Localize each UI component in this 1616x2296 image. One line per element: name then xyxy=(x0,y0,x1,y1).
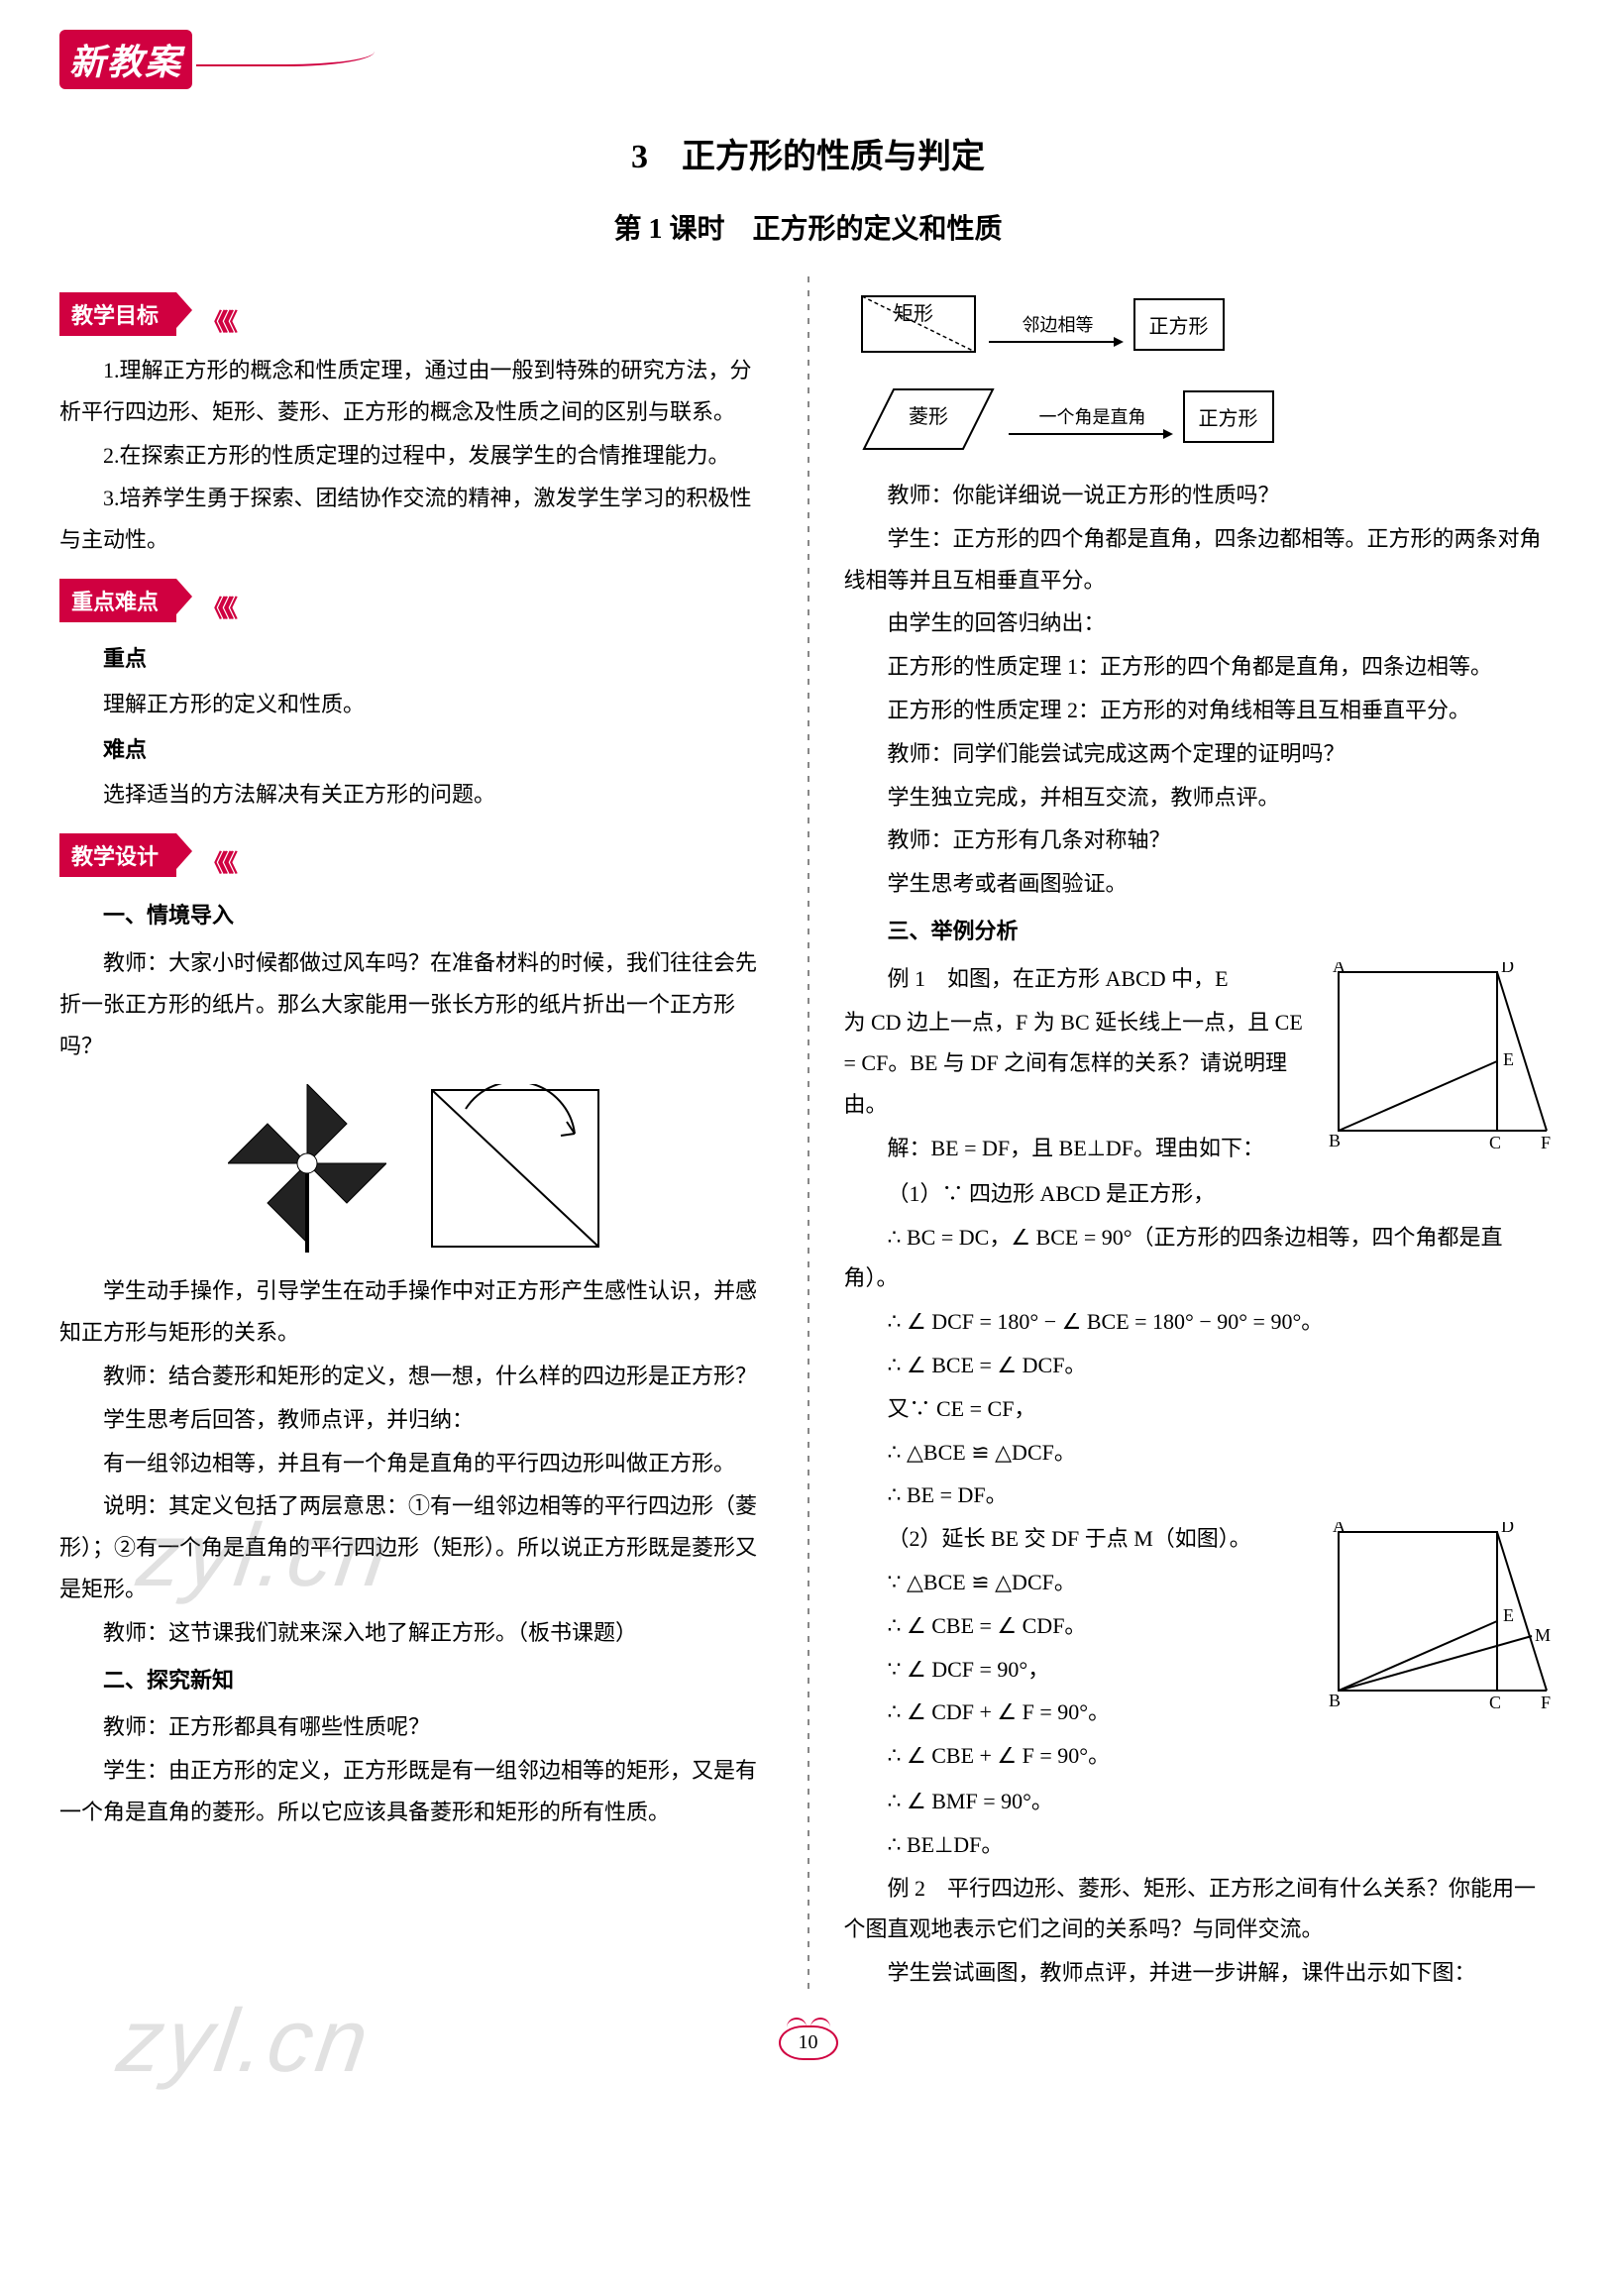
objectives-heading: 教学目标 xyxy=(59,292,176,336)
page-number: 10 xyxy=(59,2025,1557,2060)
s1-p6: 说明：其定义包括了两层意思：①有一组邻边相等的平行四边形（菱形）；②有一个角是直… xyxy=(59,1485,773,1609)
svg-text:F: F xyxy=(1541,1133,1551,1152)
arrow-label-2: 一个角是直角 xyxy=(1009,403,1177,429)
objective-2: 2.在探索正方形的性质定理的过程中，发展学生的合情推理能力。 xyxy=(59,435,773,477)
s2-p2: 学生：由正方形的定义，正方形既是有一组邻边相等的矩形，又是有一个角是直角的菱形。… xyxy=(59,1750,773,1833)
proof-l3: ∴ ∠ DCF = 180° − ∠ BCE = 180° − 90° = 90… xyxy=(844,1301,1558,1343)
pinwheel-diagram xyxy=(59,1084,773,1253)
svg-text:D: D xyxy=(1501,962,1514,976)
left-column: 教学目标 《《《 1.理解正方形的概念和性质定理，通过由一般到特殊的研究方法，分… xyxy=(59,276,773,1996)
right-column: 矩形 邻边相等 正方形 菱形 一个角是直角 正方形 教师：你能详细说一说正方形的… xyxy=(844,276,1558,1996)
design-heading-row: 教学设计 《《《 xyxy=(59,818,773,889)
proof-l15: ∴ BE⊥DF。 xyxy=(844,1824,1558,1866)
logo-decor xyxy=(196,37,375,66)
ex2: 例 2 平行四边形、菱形、矩形、正方形之间有什么关系？你能用一个图直观地表示它们… xyxy=(844,1868,1558,1951)
svg-text:菱形: 菱形 xyxy=(909,405,948,428)
target-box-2: 正方形 xyxy=(1183,390,1274,443)
objective-1: 1.理解正方形的概念和性质定理，通过由一般到特殊的研究方法，分析平行四边形、矩形… xyxy=(59,350,773,433)
sub-title: 第 1 课时 正方形的定义和性质 xyxy=(59,207,1557,247)
keypoints-heading-row: 重点难点 《《《 xyxy=(59,563,773,634)
proof-l5: 又∵ CE = CF， xyxy=(844,1388,1558,1430)
svg-text:D: D xyxy=(1501,1522,1514,1536)
proof-l13: ∴ ∠ CBE + ∠ F = 90°。 xyxy=(844,1735,1558,1777)
page-number-value: 10 xyxy=(779,2025,838,2060)
nd-label: 难点 xyxy=(59,729,773,771)
proof-l1: （1）∵ 四边形 ABCD 是正方形， xyxy=(844,1173,1558,1215)
subsection-2-title: 二、探究新知 xyxy=(59,1660,773,1701)
svg-text:C: C xyxy=(1489,1693,1501,1712)
svg-text:矩形: 矩形 xyxy=(894,302,933,325)
proof-l4: ∴ ∠ BCE = ∠ DCF。 xyxy=(844,1345,1558,1386)
chevron-icon: 《《《 xyxy=(202,302,232,337)
example1-diagram: A D B C F E xyxy=(1329,962,1557,1160)
header-logo: 新教案 xyxy=(59,30,1557,109)
nd-text: 选择适当的方法解决有关正方形的问题。 xyxy=(59,774,773,816)
subsection-3-title: 三、举例分析 xyxy=(844,911,1558,952)
keypoints-heading: 重点难点 xyxy=(59,579,176,622)
r-p2: 学生：正方形的四个角都是直角，四条边都相等。正方形的两条对角线相等并且互相垂直平… xyxy=(844,518,1558,601)
chevron-icon: 《《《 xyxy=(202,843,232,878)
flowchart-diagram: 矩形 邻边相等 正方形 菱形 一个角是直角 正方形 xyxy=(854,284,1558,461)
r-p6: 教师：同学们能尝试完成这两个定理的证明吗？ xyxy=(844,733,1558,775)
svg-text:F: F xyxy=(1541,1693,1551,1712)
svg-text:B: B xyxy=(1329,1691,1341,1710)
proof-l6: ∴ △BCE ≌ △DCF。 xyxy=(844,1432,1558,1474)
proof-l14: ∴ ∠ BMF = 90°。 xyxy=(844,1781,1558,1822)
svg-text:A: A xyxy=(1333,1522,1346,1536)
s2-p1: 教师：正方形都具有哪些性质呢？ xyxy=(59,1706,773,1748)
ex2b: 学生尝试画图，教师点评，并进一步讲解，课件出示如下图： xyxy=(844,1952,1558,1994)
design-heading: 教学设计 xyxy=(59,833,176,877)
zd-text: 理解正方形的定义和性质。 xyxy=(59,684,773,725)
objective-3: 3.培养学生勇于探索、团结协作交流的精神，激发学生学习的积极性与主动性。 xyxy=(59,478,773,561)
example1b-diagram: A D B C F E M xyxy=(1329,1522,1557,1720)
r-p8: 教师：正方形有几条对称轴？ xyxy=(844,820,1558,861)
s1-p5: 有一组邻边相等，并且有一个角是直角的平行四边形叫做正方形。 xyxy=(59,1443,773,1484)
r-p3: 由学生的回答归纳出： xyxy=(844,602,1558,644)
proof-l2: ∴ BC = DC，∠ BCE = 90°（正方形的四条边相等，四个角都是直角）… xyxy=(844,1217,1558,1300)
s1-p1: 教师：大家小时候都做过风车吗？在准备材料的时候，我们往往会先折一张正方形的纸片。… xyxy=(59,942,773,1066)
r-p7: 学生独立完成，并相互交流，教师点评。 xyxy=(844,777,1558,819)
svg-text:C: C xyxy=(1489,1133,1501,1152)
subsection-1-title: 一、情境导入 xyxy=(59,895,773,936)
zd-label: 重点 xyxy=(59,638,773,680)
rhombus-shape-icon: 菱形 xyxy=(854,372,1003,461)
proof-l7: ∴ BE = DF。 xyxy=(844,1475,1558,1516)
svg-text:B: B xyxy=(1329,1131,1341,1150)
chevron-icon: 《《《 xyxy=(202,589,232,623)
target-box-1: 正方形 xyxy=(1133,298,1225,351)
main-title: 3 正方形的性质与判定 xyxy=(59,129,1557,177)
s1-p4: 学生思考后回答，教师点评，并归纳： xyxy=(59,1399,773,1441)
svg-text:E: E xyxy=(1503,1049,1514,1069)
r-p9: 学生思考或者画图验证。 xyxy=(844,863,1558,905)
column-divider xyxy=(808,276,809,1996)
svg-text:M: M xyxy=(1535,1625,1551,1645)
r-p5: 正方形的性质定理 2：正方形的对角线相等且互相垂直平分。 xyxy=(844,690,1558,731)
svg-text:E: E xyxy=(1503,1605,1514,1625)
svg-text:A: A xyxy=(1333,962,1346,976)
s1-p3: 教师：结合菱形和矩形的定义，想一想，什么样的四边形是正方形？ xyxy=(59,1356,773,1397)
arrow-label-1: 邻边相等 xyxy=(989,311,1128,337)
r-p4: 正方形的性质定理 1：正方形的四个角都是直角，四条边相等。 xyxy=(844,646,1558,688)
r-p1: 教师：你能详细说一说正方形的性质吗？ xyxy=(844,475,1558,516)
logo-text: 新教案 xyxy=(59,30,192,89)
rectangle-shape-icon: 矩形 xyxy=(854,284,983,364)
objectives-heading-row: 教学目标 《《《 xyxy=(59,276,773,348)
s1-p2: 学生动手操作，引导学生在动手操作中对正方形产生感性认识，并感知正方形与矩形的关系… xyxy=(59,1270,773,1354)
s1-p7: 教师：这节课我们就来深入地了解正方形。（板书课题） xyxy=(59,1612,773,1654)
